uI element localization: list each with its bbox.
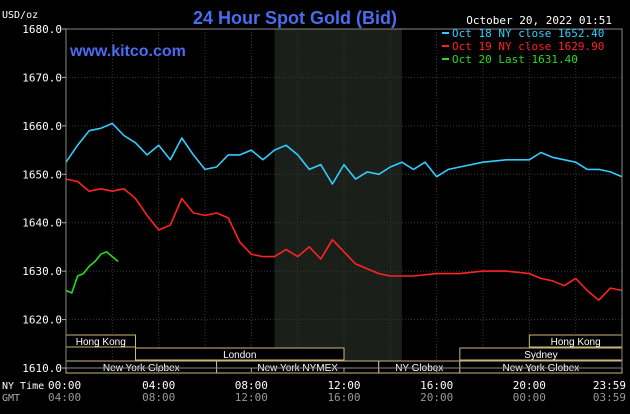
series-line-1 (65, 178, 623, 302)
chart-title: 24 Hour Spot Gold (Bid) (193, 8, 397, 28)
session-label: Hong Kong (551, 337, 601, 348)
session-label: Sydney (524, 350, 557, 361)
y-tick-label: 1660.0 (22, 120, 62, 133)
y-tick-label: 1620.0 (22, 314, 62, 327)
nymex-shade (274, 29, 402, 368)
x-tick-label-gmt: 08:00 (142, 391, 175, 404)
date-stamp: October 20, 2022 01:51 (466, 14, 612, 27)
x-tick-label-gmt: 00:00 (513, 391, 546, 404)
y-tick-label: 1650.0 (22, 168, 62, 181)
x-tick-label-gmt: 03:59 (593, 391, 626, 404)
gmt-label: GMT (2, 393, 20, 404)
series-line-0 (65, 122, 623, 185)
x-tick-label-gmt: 20:00 (420, 391, 453, 404)
legend-entry: Oct 19 NY close 1629.90 (452, 40, 604, 53)
y-tick-label: 1630.0 (22, 265, 62, 278)
x-tick-label-ny: 04:00 (142, 379, 175, 392)
x-tick-label-ny: 00:00 (48, 379, 81, 392)
session-label: Hong Kong (76, 337, 126, 348)
legend-entry: Oct 20 Last 1631.40 (452, 53, 578, 66)
legend-entry: Oct 18 NY close 1652.40 (452, 27, 604, 40)
y-tick-label: 1670.0 (22, 71, 62, 84)
ny-time-label: NY Time (2, 381, 44, 392)
x-tick-label-ny: 23:59 (593, 379, 626, 392)
watermark: www.kitco.com (69, 43, 186, 60)
x-tick-label-ny: 16:00 (420, 379, 453, 392)
y-tick-label: 1640.0 (22, 217, 62, 230)
series-line-2 (65, 251, 119, 294)
y-tick-label: 1680.0 (22, 23, 62, 36)
session-label: London (223, 350, 256, 361)
session-box (135, 347, 345, 361)
x-tick-label-gmt: 16:00 (327, 391, 360, 404)
unit-label: USD/oz (2, 10, 38, 21)
x-tick-label-ny: 20:00 (513, 379, 546, 392)
x-tick-label-ny: 12:00 (327, 379, 360, 392)
x-tick-label-gmt: 04:00 (48, 391, 81, 404)
y-tick-label: 1610.0 (22, 362, 62, 375)
x-tick-label-gmt: 12:00 (235, 391, 268, 404)
x-tick-label-ny: 08:00 (235, 379, 268, 392)
